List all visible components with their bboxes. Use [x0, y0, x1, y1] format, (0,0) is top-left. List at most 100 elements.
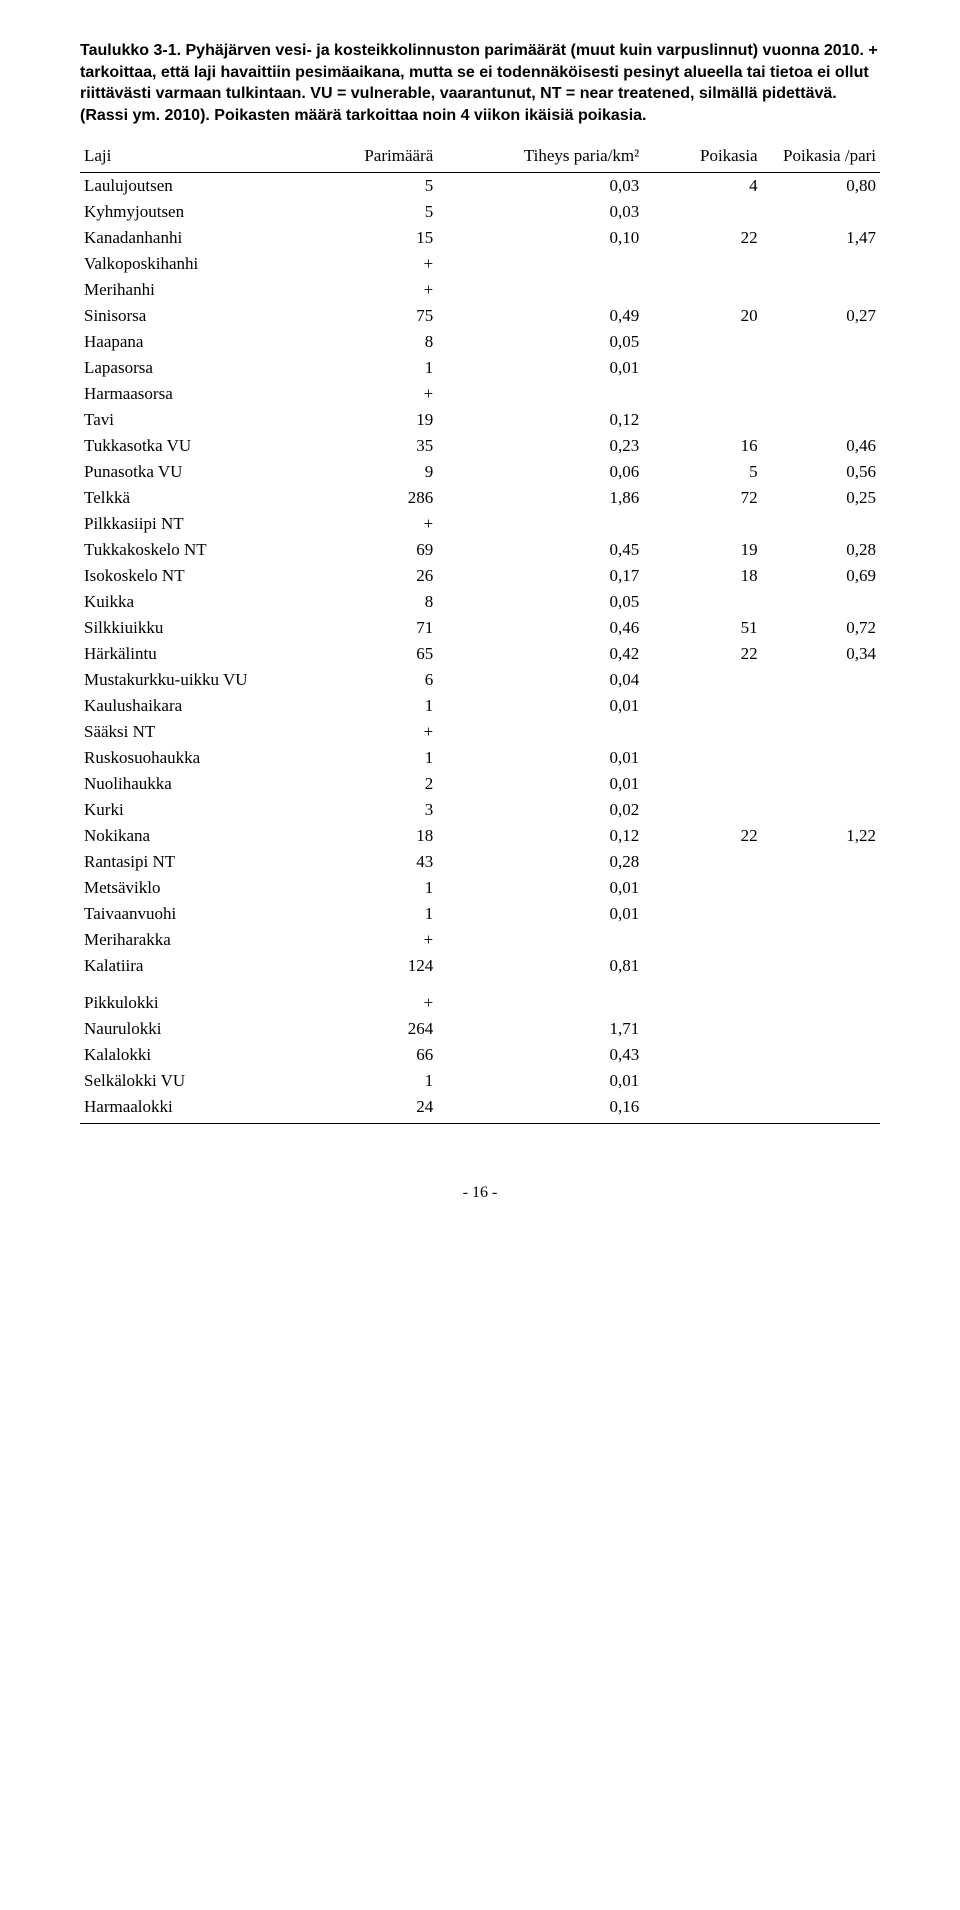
cell-laji: Pikkulokki — [80, 979, 308, 1016]
cell-poikasia-pari: 0,27 — [762, 303, 880, 329]
cell-tiheys — [437, 927, 643, 953]
cell-tiheys: 0,03 — [437, 199, 643, 225]
cell-laji: Pilkkasiipi NT — [80, 511, 308, 537]
cell-laji: Meriharakka — [80, 927, 308, 953]
cell-poikasia: 4 — [643, 173, 761, 200]
table-row: Härkälintu650,42220,34 — [80, 641, 880, 667]
table-row: Telkkä2861,86720,25 — [80, 485, 880, 511]
cell-tiheys: 0,01 — [437, 875, 643, 901]
cell-laji: Kanadanhanhi — [80, 225, 308, 251]
table-row: Selkälokki VU10,01 — [80, 1068, 880, 1094]
cell-laji: Härkälintu — [80, 641, 308, 667]
cell-poikasia: 16 — [643, 433, 761, 459]
cell-laji: Haapana — [80, 329, 308, 355]
cell-poikasia — [643, 1068, 761, 1094]
cell-tiheys: 0,01 — [437, 693, 643, 719]
cell-tiheys — [437, 719, 643, 745]
table-row: Rantasipi NT430,28 — [80, 849, 880, 875]
table-row: Valkoposkihanhi+ — [80, 251, 880, 277]
cell-parimaara: + — [308, 719, 437, 745]
cell-poikasia — [643, 849, 761, 875]
table-caption: Taulukko 3-1. Pyhäjärven vesi- ja kostei… — [80, 40, 880, 126]
cell-poikasia — [643, 329, 761, 355]
cell-poikasia-pari — [762, 745, 880, 771]
cell-tiheys: 0,05 — [437, 329, 643, 355]
cell-tiheys: 0,46 — [437, 615, 643, 641]
table-row: Sinisorsa750,49200,27 — [80, 303, 880, 329]
cell-poikasia-pari: 0,25 — [762, 485, 880, 511]
table-row: Kuikka80,05 — [80, 589, 880, 615]
cell-poikasia-pari — [762, 277, 880, 303]
cell-poikasia — [643, 797, 761, 823]
cell-poikasia-pari — [762, 1016, 880, 1042]
cell-poikasia — [643, 251, 761, 277]
table-row: Kalatiira1240,81 — [80, 953, 880, 979]
table-row: Haapana80,05 — [80, 329, 880, 355]
cell-laji: Kalatiira — [80, 953, 308, 979]
cell-poikasia-pari — [762, 1068, 880, 1094]
cell-poikasia — [643, 979, 761, 1016]
cell-laji: Merihanhi — [80, 277, 308, 303]
cell-poikasia-pari — [762, 875, 880, 901]
table-row: Harmaalokki240,16 — [80, 1094, 880, 1124]
cell-tiheys: 0,43 — [437, 1042, 643, 1068]
cell-tiheys: 1,86 — [437, 485, 643, 511]
cell-poikasia — [643, 381, 761, 407]
cell-parimaara: 65 — [308, 641, 437, 667]
cell-laji: Kyhmyjoutsen — [80, 199, 308, 225]
cell-poikasia-pari — [762, 511, 880, 537]
cell-poikasia-pari — [762, 355, 880, 381]
cell-poikasia-pari — [762, 719, 880, 745]
table-row: Kalalokki660,43 — [80, 1042, 880, 1068]
cell-poikasia-pari: 0,34 — [762, 641, 880, 667]
table-row: Silkkiuikku710,46510,72 — [80, 615, 880, 641]
cell-tiheys: 0,49 — [437, 303, 643, 329]
table-row: Pikkulokki+ — [80, 979, 880, 1016]
cell-laji: Metsäviklo — [80, 875, 308, 901]
cell-poikasia — [643, 407, 761, 433]
cell-laji: Kurki — [80, 797, 308, 823]
cell-poikasia-pari — [762, 381, 880, 407]
cell-laji: Mustakurkku-uikku VU — [80, 667, 308, 693]
cell-poikasia — [643, 771, 761, 797]
cell-poikasia — [643, 901, 761, 927]
cell-parimaara: 19 — [308, 407, 437, 433]
cell-laji: Sääksi NT — [80, 719, 308, 745]
cell-parimaara: 1 — [308, 745, 437, 771]
cell-laji: Valkoposkihanhi — [80, 251, 308, 277]
cell-poikasia — [643, 719, 761, 745]
cell-laji: Lapasorsa — [80, 355, 308, 381]
cell-poikasia: 22 — [643, 225, 761, 251]
cell-poikasia — [643, 199, 761, 225]
cell-poikasia-pari — [762, 953, 880, 979]
cell-laji: Sinisorsa — [80, 303, 308, 329]
cell-poikasia-pari — [762, 199, 880, 225]
cell-parimaara: 66 — [308, 1042, 437, 1068]
cell-poikasia — [643, 927, 761, 953]
cell-parimaara: 26 — [308, 563, 437, 589]
cell-tiheys: 0,42 — [437, 641, 643, 667]
cell-parimaara: 15 — [308, 225, 437, 251]
cell-parimaara: + — [308, 277, 437, 303]
cell-parimaara: 1 — [308, 355, 437, 381]
cell-parimaara: 71 — [308, 615, 437, 641]
cell-poikasia — [643, 875, 761, 901]
cell-laji: Selkälokki VU — [80, 1068, 308, 1094]
cell-tiheys: 0,81 — [437, 953, 643, 979]
cell-parimaara: 1 — [308, 693, 437, 719]
cell-poikasia-pari — [762, 1094, 880, 1124]
cell-parimaara: 75 — [308, 303, 437, 329]
cell-laji: Tukkakoskelo NT — [80, 537, 308, 563]
cell-laji: Punasotka VU — [80, 459, 308, 485]
cell-tiheys: 0,06 — [437, 459, 643, 485]
table-row: Sääksi NT+ — [80, 719, 880, 745]
cell-laji: Kaulushaikara — [80, 693, 308, 719]
cell-poikasia-pari: 0,69 — [762, 563, 880, 589]
cell-poikasia-pari: 1,47 — [762, 225, 880, 251]
cell-poikasia — [643, 355, 761, 381]
cell-poikasia-pari — [762, 329, 880, 355]
cell-parimaara: 24 — [308, 1094, 437, 1124]
cell-parimaara: 9 — [308, 459, 437, 485]
cell-laji: Harmaalokki — [80, 1094, 308, 1124]
cell-parimaara: 5 — [308, 199, 437, 225]
